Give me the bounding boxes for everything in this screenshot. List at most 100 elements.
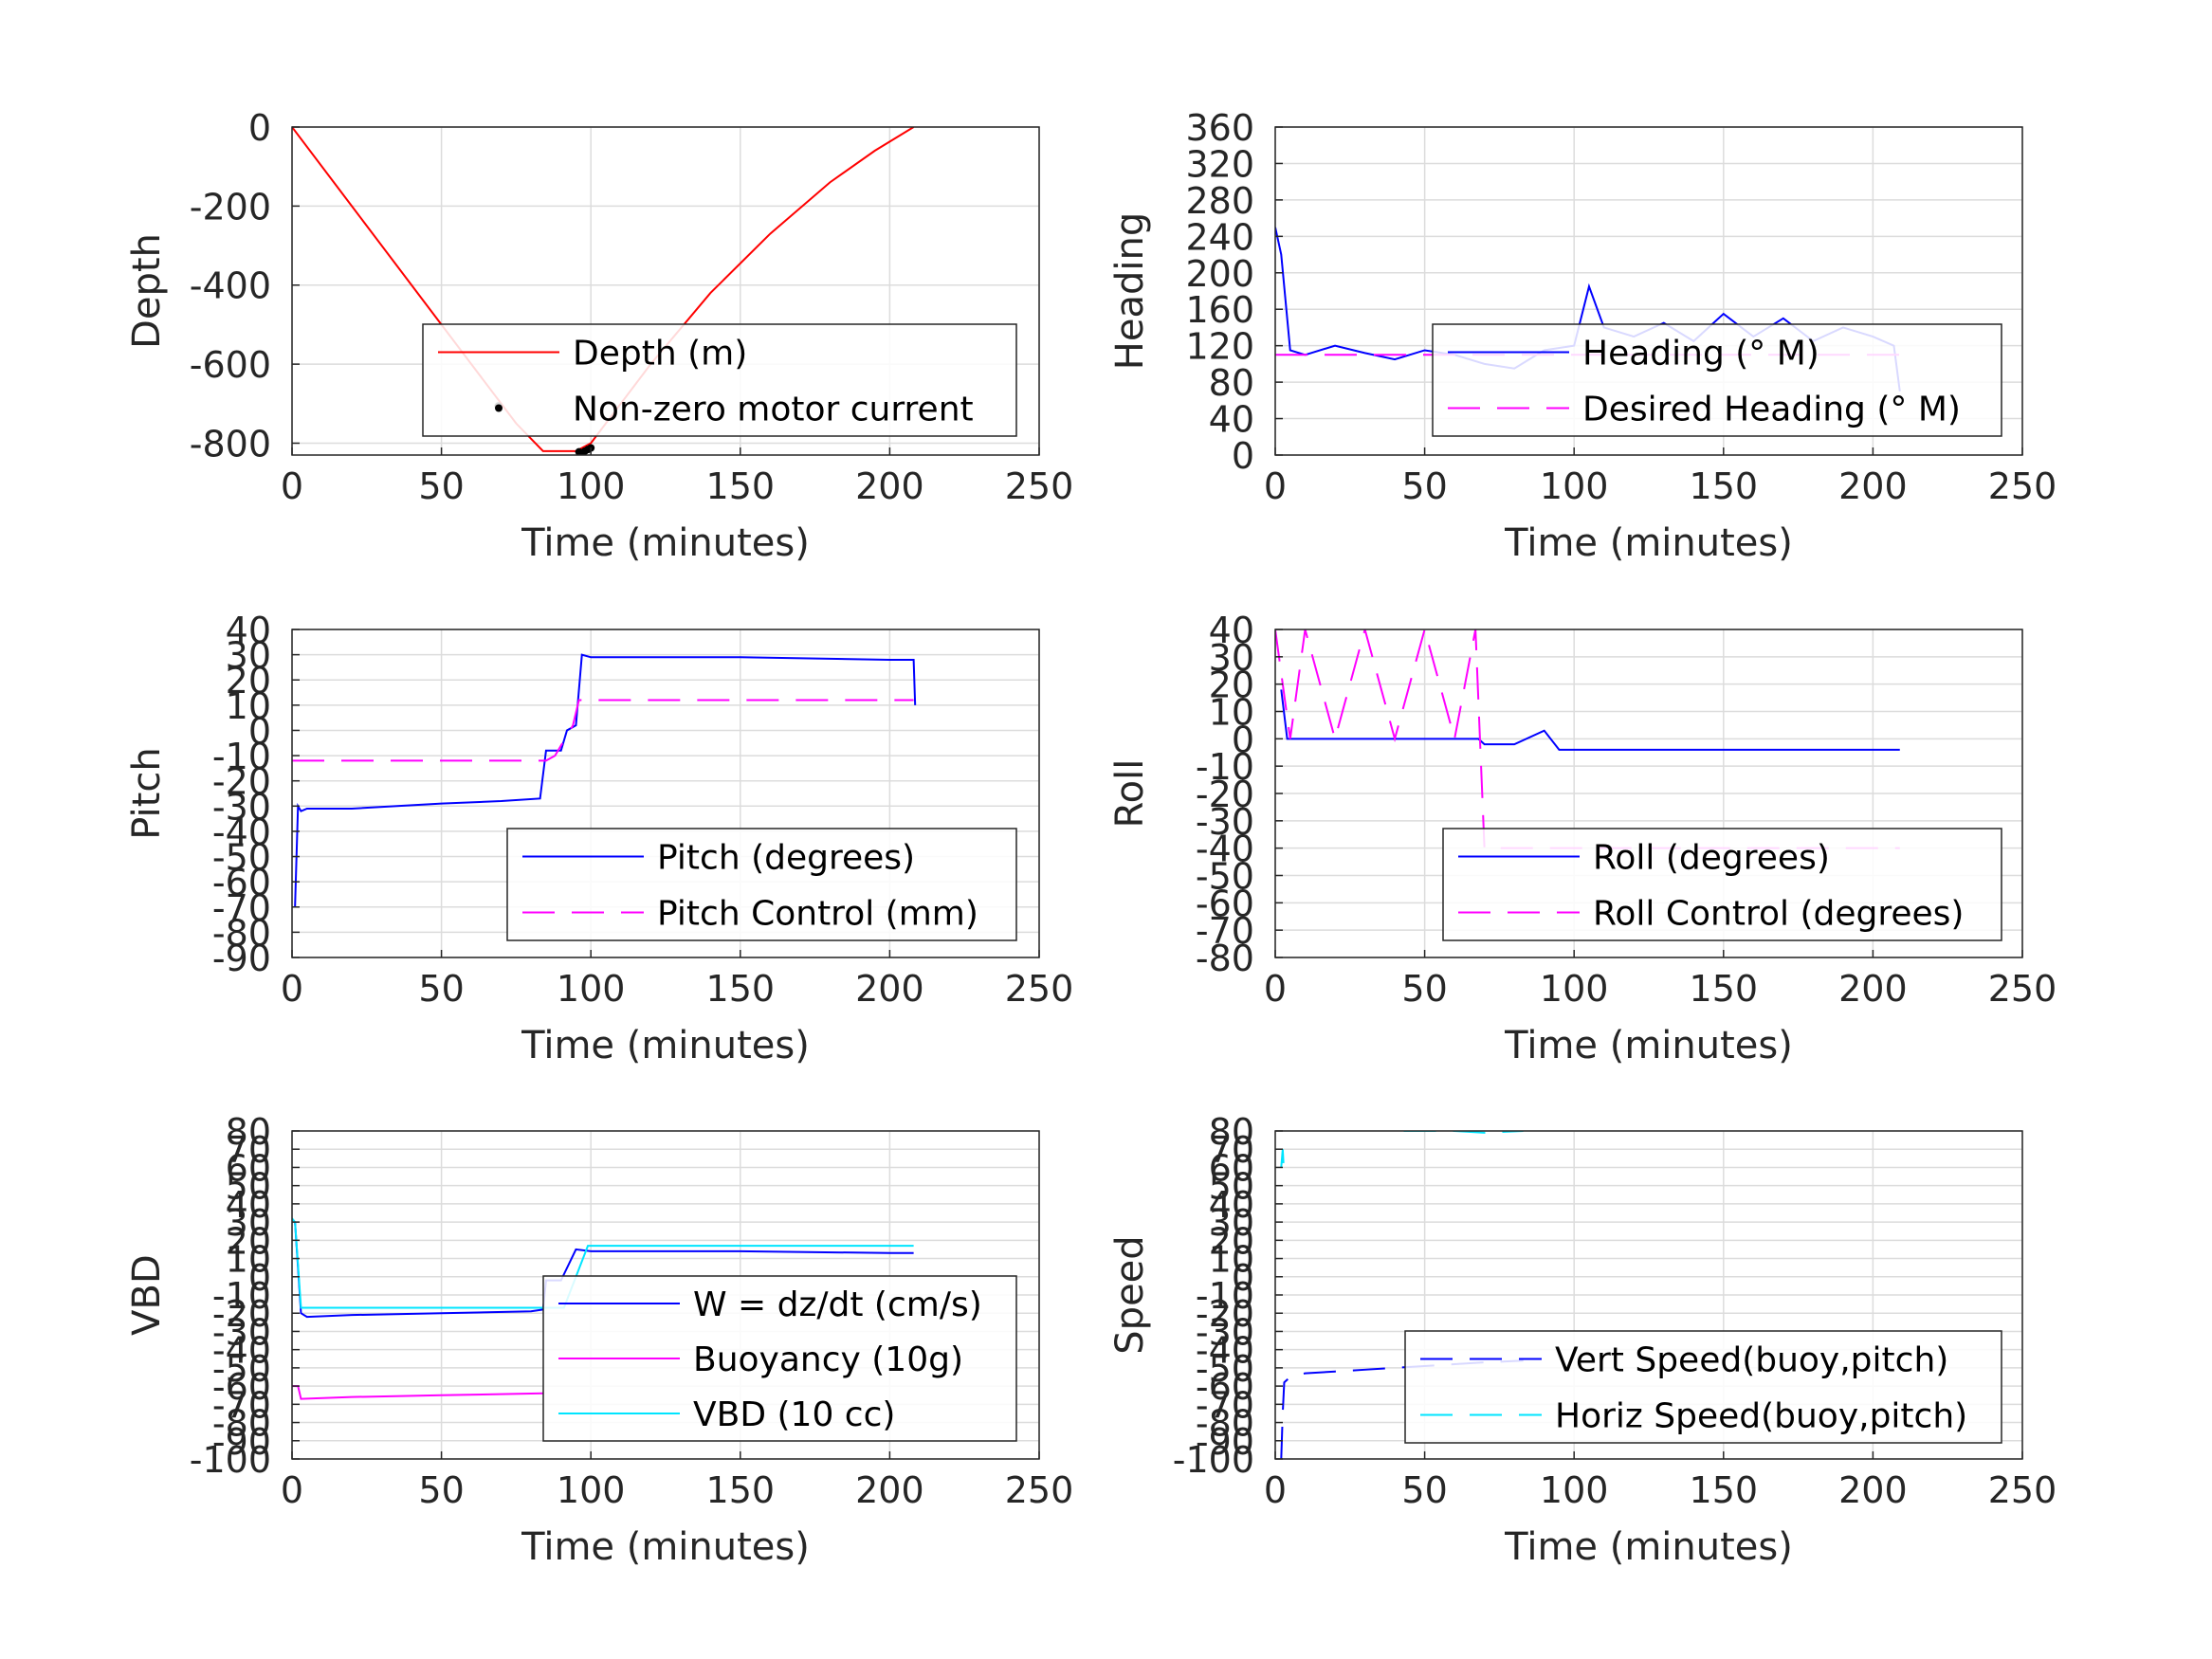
y-tick-label: 20 [226, 660, 271, 702]
y-tick-label: 40 [1209, 399, 1254, 441]
y-tick-label: 30 [226, 1202, 271, 1244]
y-tick-label: 120 [1185, 326, 1254, 368]
y-tick-label: -30 [212, 786, 271, 828]
legend-entry: Pitch Control (mm) [657, 895, 978, 934]
x-tick-label: 150 [706, 968, 776, 1010]
y-tick-label: -100 [1173, 1439, 1254, 1481]
legend-box [506, 828, 1017, 941]
y-tick-label: 0 [1232, 719, 1254, 760]
x-tick-label: 150 [706, 465, 776, 507]
legend-box [422, 323, 1017, 437]
y-tick-label: -60 [1196, 883, 1254, 924]
x-tick-label: 0 [1264, 465, 1287, 507]
y-tick-label: -600 [190, 344, 271, 386]
y-tick-label: -20 [1196, 1293, 1254, 1335]
y-axis-label: Roll [1108, 759, 1152, 829]
legend-entry: Buoyancy (10g) [693, 1340, 963, 1379]
x-tick-label: 50 [418, 968, 464, 1010]
y-tick-label: 30 [226, 635, 271, 677]
x-tick-label: 50 [1401, 465, 1447, 507]
legend-entry: Non-zero motor current [573, 391, 974, 429]
y-tick-label: -30 [1196, 1311, 1254, 1353]
x-tick-label: 50 [418, 1469, 464, 1511]
axes-box [291, 126, 1040, 456]
y-axis-label: Depth [125, 233, 169, 349]
y-tick-label: 60 [1209, 1147, 1254, 1189]
x-tick-label: 0 [281, 465, 303, 507]
legend-entry: Roll Control (degrees) [1593, 895, 1964, 934]
legend-box [1404, 1330, 2002, 1444]
x-tick-label: 50 [418, 465, 464, 507]
y-tick-label: -30 [1196, 801, 1254, 843]
x-tick-label: 200 [1838, 465, 1908, 507]
legend-entry: Heading (° M) [1582, 335, 1819, 374]
y-tick-label: -10 [1196, 1275, 1254, 1317]
y-tick-label: -10 [212, 1275, 271, 1317]
series-group [292, 653, 917, 907]
y-tick-label: 0 [248, 710, 271, 752]
x-tick-label: 150 [706, 1469, 776, 1511]
x-tick-label: 150 [1690, 968, 1759, 1010]
series-vbd-2-line [292, 1217, 914, 1309]
y-tick-label: 160 [1185, 289, 1254, 331]
y-tick-label: 0 [248, 1257, 271, 1299]
legend-entry: Pitch (degrees) [657, 839, 915, 878]
y-tick-label: -20 [1196, 774, 1254, 815]
y-tick-label: 0 [1232, 1257, 1254, 1299]
y-tick-label: -50 [212, 837, 271, 879]
legend-entry: W = dz/dt (cm/s) [693, 1285, 982, 1324]
chart-heading: 0 50 100 150 200 2500408012016020024028032036… [1108, 107, 2057, 565]
y-tick-label: -10 [212, 736, 271, 777]
y-tick-label: 40 [1209, 610, 1254, 651]
y-axis-label: VBD [125, 1254, 169, 1336]
y-tick-label: 40 [226, 610, 271, 651]
x-tick-label: 0 [281, 1469, 303, 1511]
y-tick-label: 80 [1209, 1111, 1254, 1153]
x-tick-label: 100 [1540, 968, 1609, 1010]
y-tick-label: 70 [1209, 1129, 1254, 1171]
y-tick-label: -60 [212, 862, 271, 903]
y-tick-label: -20 [212, 1293, 271, 1335]
x-tick-label: 0 [1264, 968, 1287, 1010]
x-tick-label: 250 [1988, 465, 2057, 507]
y-tick-label: 10 [1209, 1239, 1254, 1281]
x-tick-label: 50 [1401, 1469, 1447, 1511]
y-tick-label: -20 [212, 761, 271, 803]
legend: Depth (m) Non-zero motor current [422, 323, 1017, 437]
y-tick-label: -60 [212, 1366, 271, 1408]
y-tick-label: -90 [212, 1421, 271, 1463]
y-tick-label: -70 [1196, 910, 1254, 952]
legend: Heading (° M) Desired Heading (° M) [1432, 323, 2002, 437]
legend-entry: Roll (degrees) [1593, 839, 1830, 878]
y-tick-label: -10 [1196, 746, 1254, 788]
y-tick-label: 50 [1209, 1166, 1254, 1208]
series-pitch-0-line [294, 653, 917, 907]
series-roll-1-line [1275, 629, 1900, 849]
y-axis-label: Speed [1108, 1235, 1152, 1354]
chart-speed: 0 50 100 150 200 25080706050403020100-10-20-3… [1108, 1111, 2057, 1569]
x-tick-label: 250 [1005, 1469, 1074, 1511]
y-tick-label: -80 [1196, 938, 1254, 979]
y-tick-label: -80 [212, 1403, 271, 1445]
y-tick-label: 80 [226, 1111, 271, 1153]
y-axis-label: Pitch [125, 747, 169, 839]
x-tick-label: 100 [1540, 465, 1609, 507]
y-tick-label: 10 [1209, 692, 1254, 734]
y-tick-label: 30 [1209, 637, 1254, 679]
series-depth-0-line [292, 127, 915, 452]
y-tick-label: 20 [1209, 665, 1254, 706]
y-tick-label: -80 [1196, 1403, 1254, 1445]
x-tick-label: 250 [1005, 968, 1074, 1010]
y-tick-label: 20 [226, 1220, 271, 1262]
y-tick-label: 240 [1185, 216, 1254, 258]
x-tick-label: 200 [1838, 968, 1908, 1010]
y-tick-label: 40 [1209, 1184, 1254, 1226]
x-axis-label: Time (minutes) [1504, 1024, 1793, 1067]
x-tick-label: 50 [1401, 968, 1447, 1010]
y-tick-label: 20 [1209, 1220, 1254, 1262]
y-tick-label: 280 [1185, 180, 1254, 222]
y-tick-label: 0 [1232, 435, 1254, 477]
y-tick-label: -50 [212, 1348, 271, 1390]
x-tick-label: 0 [1264, 1469, 1287, 1511]
